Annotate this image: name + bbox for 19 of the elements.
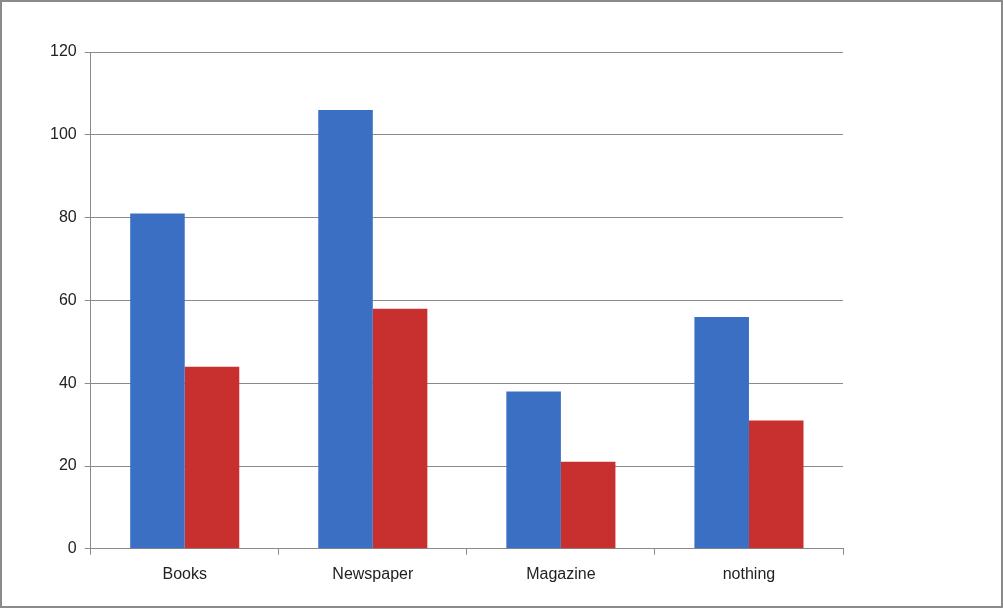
bar xyxy=(560,461,616,549)
bar xyxy=(318,109,373,549)
bar xyxy=(372,308,428,549)
x-tick-label: Magazine xyxy=(526,564,596,582)
y-tick-label: 100 xyxy=(49,125,77,143)
bar xyxy=(506,391,561,549)
x-tick-label: Books xyxy=(162,564,207,582)
y-tick-label: 80 xyxy=(58,208,77,226)
y-tick-label: 20 xyxy=(58,456,77,474)
y-tick-label: 0 xyxy=(67,539,77,557)
bar xyxy=(748,420,804,549)
bar xyxy=(694,316,749,549)
bar xyxy=(184,366,240,549)
y-tick-label: 60 xyxy=(58,290,77,308)
y-tick-label: 120 xyxy=(49,42,77,60)
y-tick-label: 40 xyxy=(58,373,77,391)
x-tick-label: Newspaper xyxy=(332,564,414,582)
x-tick-label: nothing xyxy=(722,564,776,582)
bar xyxy=(130,213,185,549)
